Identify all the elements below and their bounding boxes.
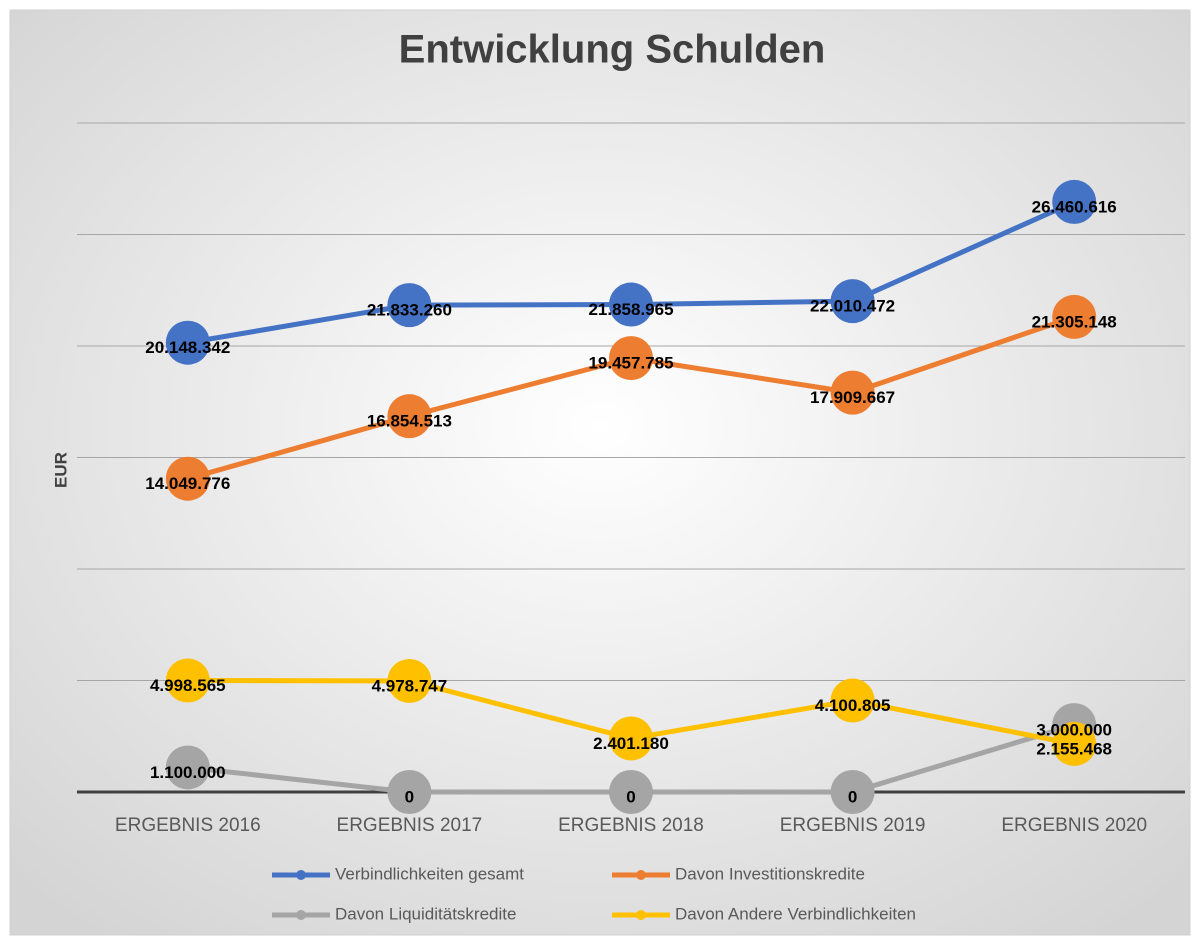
data-label: 17.909.667 xyxy=(810,388,895,407)
data-point xyxy=(1052,179,1097,224)
data-point xyxy=(387,658,432,703)
data-point xyxy=(830,770,875,814)
data-label: 4.998.565 xyxy=(150,676,226,695)
data-point xyxy=(387,770,432,814)
legend-label: Davon Andere Verbindlichkeiten xyxy=(675,904,916,923)
data-point xyxy=(830,370,875,415)
data-point xyxy=(609,716,653,761)
data-label: 21.305.148 xyxy=(1032,312,1117,331)
data-point xyxy=(609,282,653,327)
legend-label: Verbindlichkeiten gesamt xyxy=(335,864,524,883)
data-label: 26.460.616 xyxy=(1032,197,1117,216)
data-label: 2.401.180 xyxy=(593,734,669,753)
data-label: 4.978.747 xyxy=(372,676,448,695)
chart-title: Entwicklung Schulden xyxy=(399,28,826,72)
data-label: 0 xyxy=(848,787,857,806)
x-tick-label: ERGEBNIS 2020 xyxy=(1001,815,1147,836)
legend-marker xyxy=(296,870,306,880)
data-label: 19.457.785 xyxy=(588,354,673,373)
legend-label: Davon Investitionskredite xyxy=(675,864,865,883)
data-point xyxy=(830,279,875,324)
legend-marker xyxy=(636,910,646,920)
data-point xyxy=(609,336,653,381)
data-label: 21.833.260 xyxy=(367,301,452,320)
data-point xyxy=(165,320,210,365)
data-label: 0 xyxy=(405,787,414,806)
x-tick-label: ERGEBNIS 2017 xyxy=(337,815,483,836)
x-tick-label: ERGEBNIS 2016 xyxy=(115,815,261,836)
legend-label: Davon Liquiditätskredite xyxy=(335,904,516,923)
data-point xyxy=(609,770,653,814)
legend-marker xyxy=(296,910,306,920)
data-label: 3.000.000 xyxy=(1036,721,1112,740)
data-label: 0 xyxy=(626,787,635,806)
legend-marker xyxy=(636,870,646,880)
data-label: 21.858.965 xyxy=(588,300,673,319)
data-point xyxy=(387,283,432,328)
x-tick-label: ERGEBNIS 2019 xyxy=(780,815,926,836)
data-point xyxy=(830,678,875,723)
data-label: 2.155.468 xyxy=(1036,739,1112,758)
data-label: 16.854.513 xyxy=(367,412,452,431)
data-point xyxy=(165,745,210,790)
data-label: 4.100.805 xyxy=(815,696,891,715)
data-point xyxy=(387,394,432,439)
data-label: 20.148.342 xyxy=(145,338,230,357)
data-point xyxy=(165,456,210,501)
data-point xyxy=(165,658,210,703)
data-point xyxy=(1052,721,1097,766)
data-point xyxy=(1052,294,1097,339)
y-axis-label: EUR xyxy=(51,452,70,488)
data-label: 1.100.000 xyxy=(150,763,226,782)
x-tick-label: ERGEBNIS 2018 xyxy=(558,815,704,836)
data-label: 22.010.472 xyxy=(810,297,895,316)
data-label: 14.049.776 xyxy=(145,474,230,493)
